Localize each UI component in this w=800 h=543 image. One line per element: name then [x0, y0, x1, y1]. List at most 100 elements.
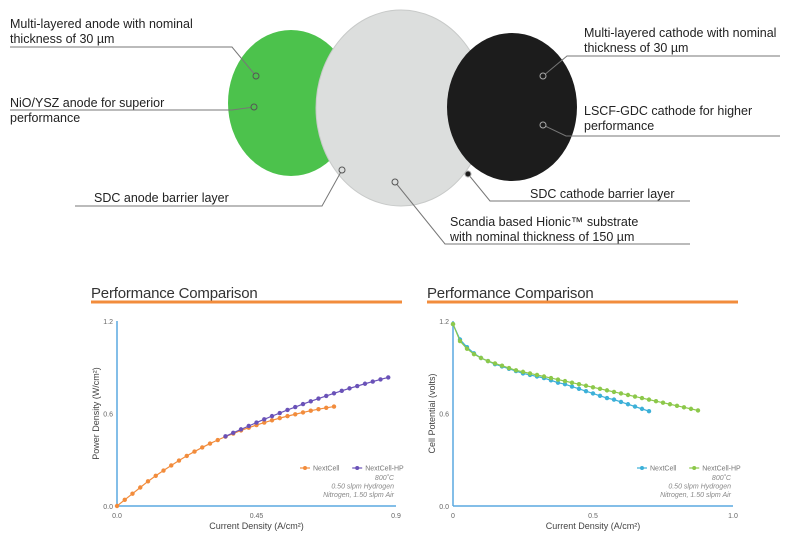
power-density-chart: 0.0 0.6 1.2 0.0 0.45 0.9 Current Density (A/cm…: [91, 319, 404, 531]
data-point: [590, 385, 596, 390]
leader-cathode-multilayer: [542, 55, 780, 77]
marker-cathode-barrier: [464, 170, 472, 178]
data-point: [184, 453, 189, 459]
data-point: [541, 374, 547, 379]
legend-swatch-dot: [303, 466, 307, 470]
data-point: [597, 386, 603, 392]
data-point: [618, 399, 624, 405]
annotation-line: Nitrogen, 1.50 slpm Air: [323, 492, 395, 499]
label-cathode-multilayer: Multi-layered cathode with nominal thick…: [584, 26, 777, 55]
data-point: [576, 386, 582, 392]
data-point: [618, 391, 624, 396]
data-point: [457, 338, 463, 344]
label-cathode-barrier: SDC cathode barrier layer: [530, 187, 675, 201]
data-point: [506, 365, 512, 371]
label-anode-barrier: SDC anode barrier layer: [94, 191, 229, 205]
cell-layer-diagram: [10, 9, 780, 245]
data-point: [316, 396, 321, 401]
leader-anode-barrier: [75, 169, 343, 207]
data-point: [339, 388, 344, 394]
data-point: [293, 412, 298, 417]
annotation-line: 800˚C: [375, 474, 395, 482]
series-line: [116, 405, 335, 507]
data-point: [611, 389, 617, 395]
y-axis-label: Power Density (W/cm²): [91, 367, 101, 460]
y-tick-label: 0.0: [103, 504, 113, 511]
data-point: [583, 388, 589, 394]
data-point: [308, 408, 313, 413]
data-point: [192, 449, 197, 454]
legend-label: NextCell: [650, 466, 677, 473]
data-point: [569, 384, 575, 389]
data-point: [331, 391, 337, 396]
data-point: [285, 413, 290, 419]
data-point: [378, 377, 383, 382]
data-point: [347, 386, 352, 391]
legend-swatch-dot: [640, 466, 644, 470]
data-point: [478, 355, 484, 361]
legend-label: NextCell-HP: [365, 466, 404, 473]
data-point: [293, 404, 298, 410]
data-point: [646, 397, 652, 402]
legend-label: NextCell: [313, 466, 340, 473]
label-substrate: Scandia based Hionic™ substrate with nom…: [450, 215, 639, 244]
data-point: [285, 407, 290, 413]
data-point: [246, 423, 251, 429]
data-point: [316, 406, 321, 412]
data-point: [262, 420, 267, 425]
data-point: [639, 406, 645, 412]
data-point: [161, 468, 166, 473]
data-point: [492, 361, 498, 366]
data-point: [625, 392, 631, 398]
data-point: [548, 375, 554, 381]
data-point: [277, 410, 282, 416]
y-tick-label: 1.2: [439, 319, 449, 326]
data-point: [555, 380, 561, 385]
data-point: [386, 375, 391, 380]
label-anode-multilayer: Multi-layered anode with nominal thickne…: [10, 17, 193, 46]
series-line: [452, 323, 699, 412]
x-tick-label: 0.9: [391, 513, 401, 520]
data-point: [362, 381, 368, 386]
x-axis-label: Current Density (A/cm²): [209, 521, 304, 531]
data-point: [464, 346, 470, 351]
data-point: [597, 393, 603, 398]
data-point: [215, 437, 220, 443]
data-point: [471, 351, 477, 357]
data-point: [653, 398, 659, 404]
data-point: [499, 363, 505, 368]
data-point: [331, 404, 337, 409]
legend-label: NextCell-HP: [702, 466, 741, 473]
data-point: [632, 394, 638, 399]
leader-anode-nio: [10, 106, 255, 111]
data-point: [308, 399, 313, 404]
data-point: [639, 395, 645, 401]
data-point: [176, 458, 182, 463]
data-point: [114, 503, 120, 509]
data-point: [300, 410, 306, 415]
data-point: [254, 420, 259, 425]
label-cathode-lscf: LSCF-GDC cathode for higher performance: [584, 104, 753, 133]
data-point: [223, 434, 228, 439]
data-point: [681, 405, 687, 410]
chart-1-title: Performance Comparison: [91, 285, 258, 302]
data-point: [611, 397, 617, 402]
data-point: [324, 393, 329, 399]
annotation-line: Nitrogen, 1.50 slpm Air: [660, 492, 732, 499]
data-point: [534, 372, 540, 378]
data-point: [576, 382, 582, 387]
data-point: [527, 371, 533, 376]
data-point: [355, 383, 360, 389]
x-tick-label: 1.0: [728, 513, 738, 520]
data-point: [583, 383, 589, 388]
data-point: [562, 378, 568, 384]
y-tick-label: 0.0: [439, 504, 449, 511]
leader-cathode-lscf: [542, 124, 780, 137]
data-point: [667, 402, 673, 407]
data-point: [300, 401, 306, 407]
leader-anode-multilayer: [10, 46, 257, 77]
data-point: [632, 404, 638, 409]
data-point: [238, 427, 244, 432]
x-axis-label: Current Density (A/cm²): [546, 521, 641, 531]
